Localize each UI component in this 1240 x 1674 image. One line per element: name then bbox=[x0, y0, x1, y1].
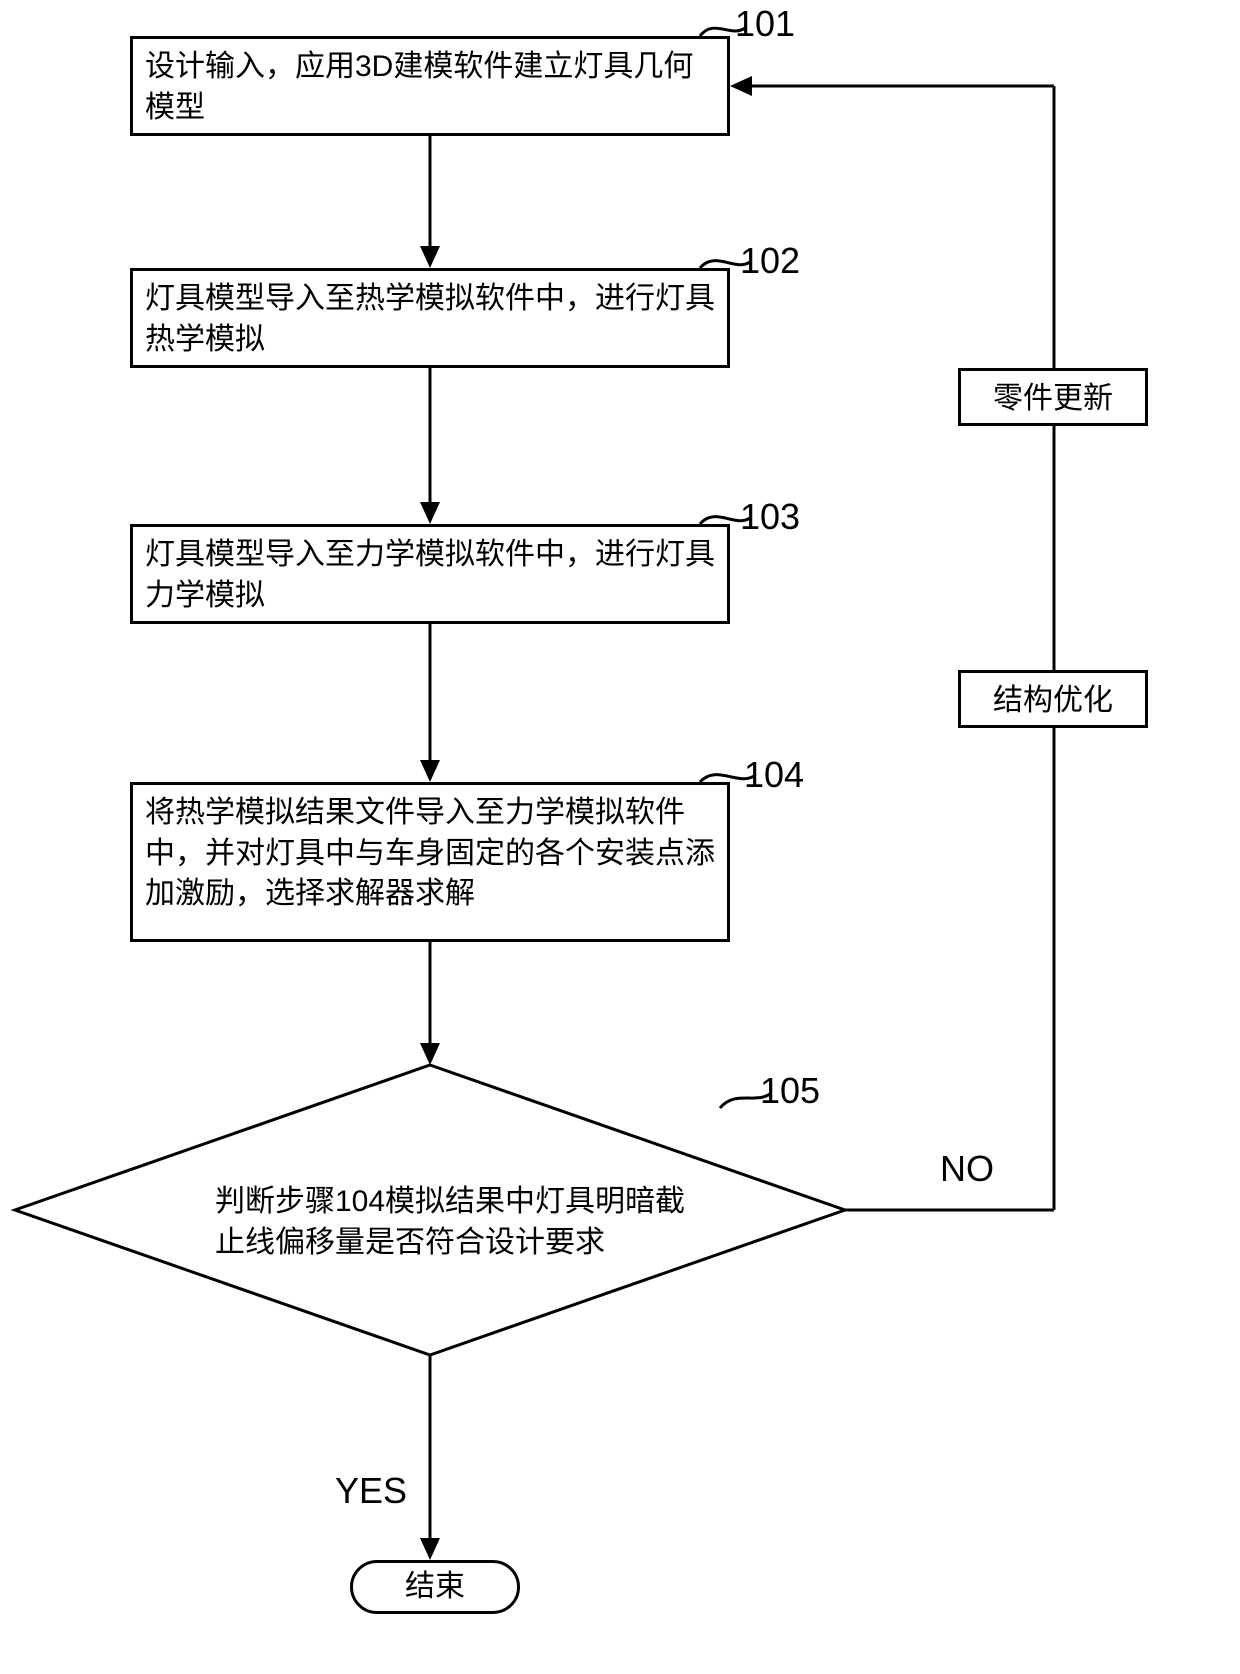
decision-text-container: 判断步骤104模拟结果中灯具明暗截止线偏移量是否符合设计要求 bbox=[215, 1182, 715, 1263]
branch-yes-label: YES bbox=[335, 1470, 407, 1512]
ref-103-text: 103 bbox=[740, 496, 800, 537]
step-103-text: 灯具模型导入至力学模拟软件中，进行灯具力学模拟 bbox=[145, 538, 715, 612]
end-terminator: 结束 bbox=[350, 1560, 520, 1614]
end-text: 结束 bbox=[405, 1570, 465, 1603]
step-104-text: 将热学模拟结果文件导入至力学模拟软件中，并对灯具中与车身固定的各个安装点添加激励… bbox=[145, 796, 715, 910]
ref-101-text: 101 bbox=[735, 3, 795, 44]
ref-101: 101 bbox=[735, 3, 795, 45]
structure-optimize-box: 结构优化 bbox=[958, 670, 1148, 728]
ref-105: 105 bbox=[760, 1070, 820, 1112]
ref-105-text: 105 bbox=[760, 1070, 820, 1111]
step-101-text: 设计输入，应用3D建模软件建立灯具几何模型 bbox=[145, 50, 693, 124]
branch-no-text: NO bbox=[940, 1148, 994, 1189]
ref-104: 104 bbox=[744, 754, 804, 796]
step-104-box: 将热学模拟结果文件导入至力学模拟软件中，并对灯具中与车身固定的各个安装点添加激励… bbox=[130, 782, 730, 942]
decision-text: 判断步骤104模拟结果中灯具明暗截止线偏移量是否符合设计要求 bbox=[215, 1185, 685, 1259]
step-102-box: 灯具模型导入至热学模拟软件中，进行灯具热学模拟 bbox=[130, 268, 730, 368]
step-102-text: 灯具模型导入至热学模拟软件中，进行灯具热学模拟 bbox=[145, 282, 715, 356]
ref-103: 103 bbox=[740, 496, 800, 538]
flowchart-canvas: 设计输入，应用3D建模软件建立灯具几何模型 灯具模型导入至热学模拟软件中，进行灯… bbox=[0, 0, 1240, 1674]
ref-102-text: 102 bbox=[740, 240, 800, 281]
step-103-box: 灯具模型导入至力学模拟软件中，进行灯具力学模拟 bbox=[130, 524, 730, 624]
ref-102: 102 bbox=[740, 240, 800, 282]
branch-yes-text: YES bbox=[335, 1470, 407, 1511]
ref-104-text: 104 bbox=[744, 754, 804, 795]
parts-update-text: 零件更新 bbox=[993, 382, 1113, 415]
branch-no-label: NO bbox=[940, 1148, 994, 1190]
parts-update-box: 零件更新 bbox=[958, 368, 1148, 426]
step-101-box: 设计输入，应用3D建模软件建立灯具几何模型 bbox=[130, 36, 730, 136]
structure-optimize-text: 结构优化 bbox=[993, 684, 1113, 717]
